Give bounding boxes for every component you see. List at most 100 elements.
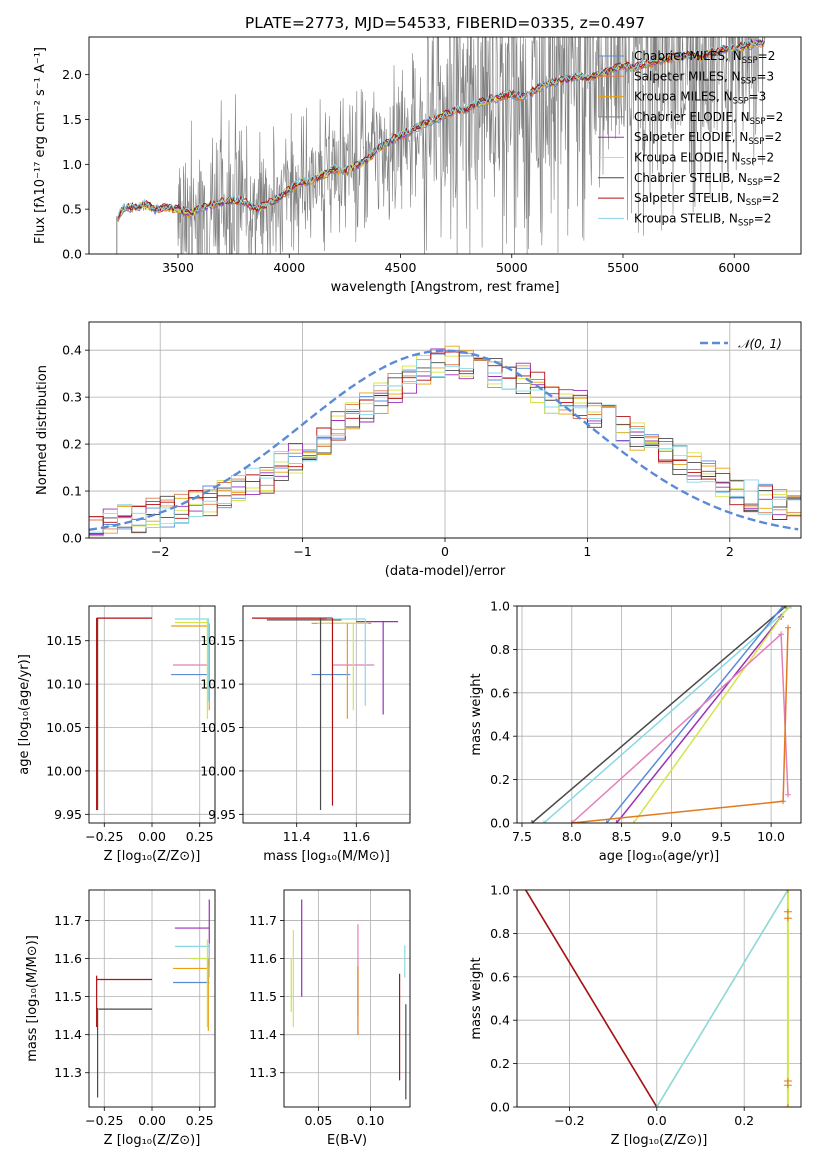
y-tick-label: 0.2: [490, 1056, 510, 1071]
y-tick-label: 11.3: [249, 1065, 277, 1080]
cumulative-weight-line: [656, 890, 789, 1107]
x-tick-label: 0.25: [186, 829, 214, 844]
y-tick-label: 10.10: [46, 677, 82, 692]
data-point: [788, 606, 795, 609]
data-point: [780, 798, 787, 805]
plot-frame: [88, 889, 216, 1108]
x-tick-label: 0.10: [357, 1113, 385, 1128]
y-tick-label: 10.00: [200, 763, 236, 778]
y-tick-label: 2.0: [62, 67, 82, 82]
y-tick-label: 11.4: [54, 1027, 82, 1042]
x-tick-label: 5000: [496, 260, 528, 275]
cumulative-weight-line: [606, 606, 784, 823]
y-tick-label: 0.4: [490, 729, 510, 744]
plot-frame: [283, 889, 411, 1108]
x-tick-label: 0.00: [138, 1113, 166, 1128]
data-point: [568, 820, 575, 823]
y-tick-label: 0.0: [490, 1100, 510, 1115]
y-tick-label: 10.00: [46, 763, 82, 778]
cumulative-weight-line: [531, 606, 787, 823]
x-tick-label: −0.25: [85, 1113, 123, 1128]
y-tick-label: 10.05: [200, 720, 236, 735]
x-tick-label: 11.6: [342, 829, 370, 844]
y-tick-label: 11.3: [54, 1065, 82, 1080]
x-tick-label: 6000: [718, 260, 750, 275]
plot-frame: [516, 889, 802, 1108]
data-point: [786, 606, 793, 609]
y-tick-label: 0.8: [490, 926, 510, 941]
y-tick-label: 11.5: [54, 989, 82, 1004]
y-tick-label: 10.15: [200, 633, 236, 648]
x-tick-label: −1: [293, 544, 311, 559]
x-axis-label: Z [log₁₀(Z/Z⊙)]: [104, 849, 201, 864]
normal-curve: [89, 349, 799, 531]
y-tick-label: 0.8: [490, 642, 510, 657]
y-axis-label: Normed distribution: [35, 365, 50, 495]
model-spectrum-line: [117, 39, 765, 217]
cumulative-weight-line: [525, 890, 658, 1107]
data-point: [603, 820, 610, 823]
x-tick-label: 0.0: [647, 1113, 667, 1128]
data-point: [783, 1077, 792, 1084]
y-tick-label: 10.15: [46, 633, 82, 648]
data-point: [783, 915, 792, 922]
x-tick-label: 4000: [273, 260, 305, 275]
y-tick-label: 1.5: [62, 112, 82, 127]
y-tick-label: 11.7: [249, 913, 277, 928]
x-tick-label: 9.0: [662, 829, 682, 844]
y-tick-label: 0.0: [490, 816, 510, 831]
residuals-data: [89, 345, 801, 537]
y-axis-label: mass [log₁₀(M/M⊙)]: [25, 935, 40, 1062]
data-point: [540, 820, 547, 823]
x-tick-label: 8.5: [612, 829, 632, 844]
y-tick-label: 11.6: [249, 951, 277, 966]
y-tick-label: 10.10: [200, 677, 236, 692]
mass_vs_EBV-data: [290, 899, 407, 1100]
observed-spectrum: [117, 37, 766, 254]
x-axis-label: (data-model)/error: [385, 564, 506, 579]
y-tick-label: 11.7: [54, 913, 82, 928]
x-tick-label: −0.2: [554, 1113, 584, 1128]
y-tick-label: 9.95: [54, 807, 82, 822]
x-tick-label: 5500: [607, 260, 639, 275]
data-point: [785, 624, 792, 631]
plot-frame: [242, 605, 411, 824]
y-tick-label: 0.6: [490, 685, 510, 700]
data-point: [780, 606, 787, 609]
legend-entry: Salpeter STELIB, NSSP=2: [634, 191, 779, 208]
y-tick-label: 0.5: [62, 202, 82, 217]
cumweight_age-data: [528, 606, 795, 823]
y-tick-label: 0.3: [62, 390, 82, 405]
x-axis-label: age [log₁₀(age/yr)]: [599, 849, 720, 864]
x-tick-label: 2: [726, 544, 734, 559]
data-point: [783, 890, 792, 893]
cumulative-weight-line: [616, 616, 782, 823]
figure-title: PLATE=2773, MJD=54533, FIBERID=0335, z=0…: [245, 14, 645, 32]
age_vs_mass-data: [251, 617, 399, 810]
x-tick-label: 4500: [385, 260, 417, 275]
y-tick-label: 1.0: [490, 883, 510, 898]
plot-frame: [88, 605, 216, 824]
x-tick-label: 1: [583, 544, 591, 559]
data-point: [630, 820, 637, 823]
y-tick-label: 0.4: [490, 1013, 510, 1028]
x-tick-label: 10.0: [757, 829, 785, 844]
y-tick-label: 0.4: [62, 343, 82, 358]
mass_vs_Z-data: [96, 899, 210, 1098]
x-tick-label: 11.4: [283, 829, 311, 844]
x-tick-label: 9.5: [711, 829, 731, 844]
x-tick-label: 0: [441, 544, 449, 559]
cumulative-weight-line: [571, 632, 789, 823]
residual-histogram: [89, 357, 801, 533]
y-axis-label: age [log₁₀(age/yr)]: [17, 654, 32, 775]
cumweight_Z-data: [525, 890, 792, 1107]
y-tick-label: 0.2: [490, 772, 510, 787]
y-tick-label: 1.0: [490, 599, 510, 614]
y-tick-label: 0.0: [62, 531, 82, 546]
x-tick-label: 3500: [162, 260, 194, 275]
data-point: [613, 820, 620, 823]
y-tick-label: 11.4: [249, 1027, 277, 1042]
y-tick-label: 0.2: [62, 437, 82, 452]
plot-frame: [88, 36, 802, 255]
